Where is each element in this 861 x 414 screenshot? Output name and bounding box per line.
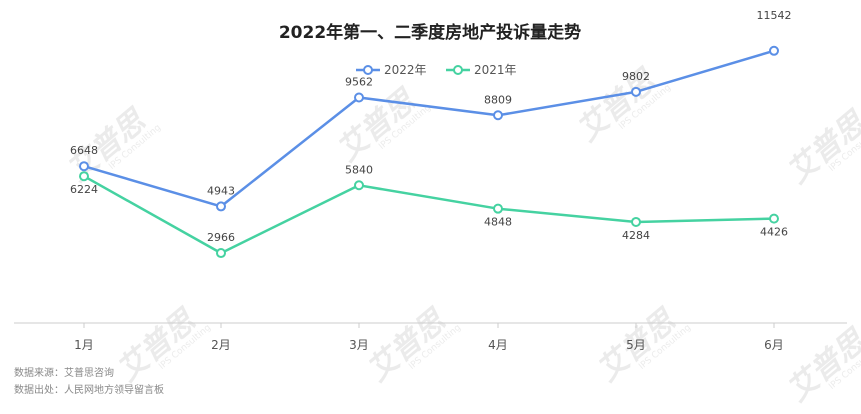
footnote-source: 数据来源：艾普思咨询 (14, 368, 114, 379)
data-label: 6224 (70, 183, 98, 196)
data-label: 4426 (760, 226, 788, 239)
legend-label: 2021年 (474, 63, 517, 77)
data-point (631, 86, 641, 97)
data-label: 4284 (622, 229, 650, 242)
legend-marker (363, 65, 373, 75)
data-label: 9562 (345, 75, 373, 88)
x-tick-label: 4月 (488, 338, 508, 352)
x-tick-label: 5月 (626, 338, 646, 352)
data-point (354, 180, 364, 191)
data-label: 11542 (757, 9, 792, 22)
data-label: 4848 (484, 216, 512, 229)
data-point (769, 45, 779, 56)
data-point (354, 92, 364, 103)
data-point (216, 201, 226, 212)
x-axis: 1月 2月 3月 4月 5月 6月 (74, 323, 784, 352)
data-point (216, 248, 226, 259)
data-label: 6648 (70, 144, 98, 157)
data-point (79, 161, 89, 172)
series-group: 6648 4943 9562 8809 9802 11542 6224 2966 5840 484… (70, 9, 792, 259)
x-tick-label: 3月 (349, 338, 369, 352)
data-point (79, 171, 89, 182)
footnote-origin: 数据出处：人民网地方领导留言板 (14, 385, 164, 396)
data-point (769, 213, 779, 224)
series-line (83, 175, 775, 255)
x-tick-label: 6月 (764, 338, 784, 352)
data-point (493, 110, 503, 121)
legend-label: 2022年 (384, 63, 427, 77)
data-label: 5840 (345, 163, 373, 176)
x-tick-label: 2月 (211, 338, 231, 352)
data-point (493, 203, 503, 214)
data-label: 8809 (484, 93, 512, 106)
series-line (83, 49, 775, 208)
x-tick-label: 1月 (74, 338, 94, 352)
data-label: 2966 (207, 231, 235, 244)
legend: 2022年 2021年 (356, 63, 517, 77)
data-point (631, 216, 641, 227)
chart-title: 2022年第一、二季度房地产投诉量走势 (279, 22, 581, 43)
data-label: 4943 (207, 184, 235, 197)
data-label: 9802 (622, 70, 650, 83)
legend-marker (453, 65, 463, 75)
